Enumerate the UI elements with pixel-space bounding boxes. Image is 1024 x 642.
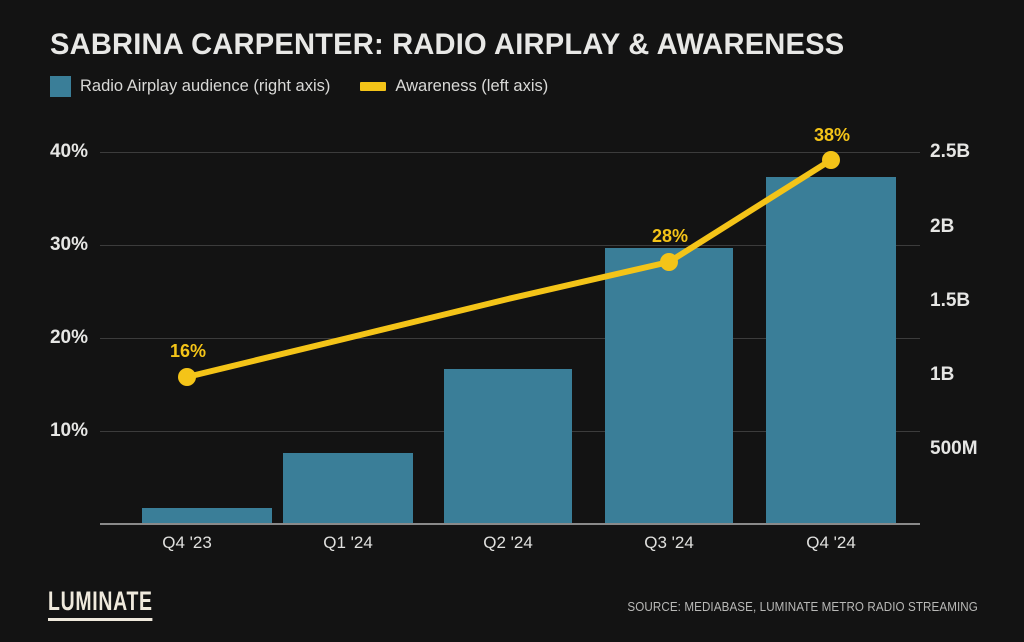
y-axis-right-tick-1-5b: 1.5B	[930, 290, 971, 311]
data-label-q4-24: 38%	[813, 125, 851, 145]
y-axis-left-tick-10: 10%	[49, 420, 88, 441]
legend-item-awareness: Awareness (left axis)	[360, 77, 548, 96]
x-axis-tick-q4-24: Q4 '24	[806, 533, 856, 552]
y-axis-right-tick-500m: 500M	[930, 438, 978, 459]
y-axis-right-tick-2b: 2B	[930, 216, 955, 237]
y-axis-right-tick-1b: 1B	[930, 364, 955, 385]
bar-swatch-icon	[50, 76, 71, 97]
x-axis-tick-q3-24: Q3 '24	[644, 533, 694, 552]
data-label-q4-23: 16%	[169, 341, 207, 361]
plot-area	[100, 152, 920, 524]
line-swatch-icon	[360, 82, 387, 91]
x-axis-tick-q2-24: Q2 '24	[483, 533, 533, 552]
page-title: SABRINA CARPENTER: RADIO AIRPLAY & AWARE…	[50, 28, 845, 61]
bar-q2-24	[444, 369, 572, 524]
legend-item-label: Awareness (left axis)	[395, 77, 549, 95]
x-axis-tick-q4-23: Q4 '23	[162, 533, 212, 552]
data-label-q3-24: 28%	[651, 226, 689, 246]
legend-item-radio-airplay: Radio Airplay audience (right axis)	[50, 76, 330, 97]
legend-item-label: Radio Airplay audience (right axis)	[80, 77, 331, 95]
x-axis-tick-q1-24: Q1 '24	[323, 533, 373, 552]
y-axis-left-tick-20: 20%	[49, 327, 88, 348]
bar-q4-24	[766, 177, 896, 524]
bar-q3-24	[605, 248, 733, 524]
luminate-logo: LUMINATE	[48, 588, 153, 621]
bar-q4-23	[142, 508, 272, 524]
gridline-40pct	[100, 152, 920, 153]
bar-q1-24	[283, 453, 413, 524]
x-axis-line	[100, 523, 920, 525]
y-axis-left-tick-40: 40%	[49, 141, 88, 162]
y-axis-right-tick-2-5b: 2.5B	[930, 141, 971, 162]
y-axis-left-tick-30: 30%	[49, 234, 88, 255]
source-note: SOURCE: MEDIABASE, LUMINATE METRO RADIO …	[627, 600, 978, 614]
chart-legend: Radio Airplay audience (right axis) Awar…	[50, 76, 548, 97]
